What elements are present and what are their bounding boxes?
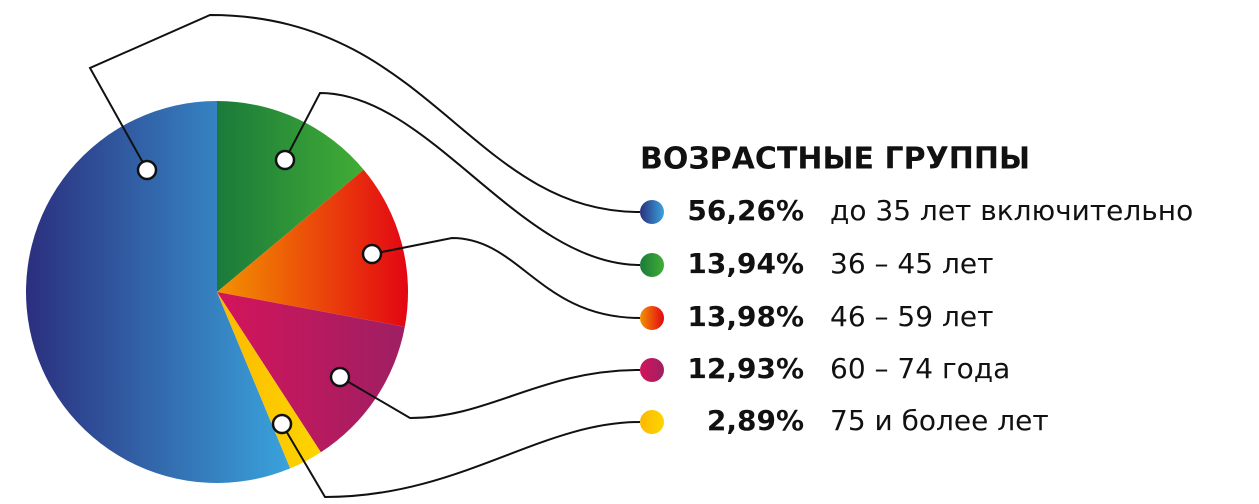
- legend-value: 2,89%: [707, 404, 804, 437]
- legend-value: 13,94%: [687, 247, 804, 280]
- legend-value: 12,93%: [687, 352, 804, 385]
- legend-marker: [640, 410, 664, 434]
- legend-title: ВОЗРАСТНЫЕ ГРУППЫ: [640, 142, 1030, 177]
- legend-marker: [640, 358, 664, 382]
- leader-lines: [88, 13, 641, 499]
- leader-knob: [329, 366, 351, 388]
- legend-label: 75 и более лет: [830, 404, 1049, 437]
- leader-knob: [274, 149, 296, 171]
- legend-marker: [640, 306, 664, 330]
- legend-value: 13,98%: [687, 300, 804, 333]
- pie: [26, 101, 408, 483]
- leader-line: [281, 421, 641, 499]
- leader-knob: [361, 243, 383, 265]
- leader-line: [88, 13, 641, 213]
- pie-slice: [26, 101, 291, 483]
- legend-label: до 35 лет включительно: [830, 194, 1193, 227]
- legend-label: 36 – 45 лет: [830, 247, 993, 280]
- legend-marker: [640, 200, 664, 224]
- legend-marker: [640, 253, 664, 277]
- legend-value: 56,26%: [687, 194, 804, 227]
- leader-line: [284, 91, 641, 266]
- legend-label: 60 – 74 года: [830, 352, 1010, 385]
- pie-slice: [217, 292, 321, 469]
- pie-slice: [217, 101, 364, 292]
- pie-slice: [217, 292, 405, 453]
- pie-slice: [217, 169, 408, 327]
- legend-label: 46 – 59 лет: [830, 300, 993, 333]
- leader-line: [339, 369, 641, 420]
- leader-knob: [136, 159, 158, 181]
- leader-knob: [271, 413, 293, 435]
- leader-line: [371, 236, 641, 319]
